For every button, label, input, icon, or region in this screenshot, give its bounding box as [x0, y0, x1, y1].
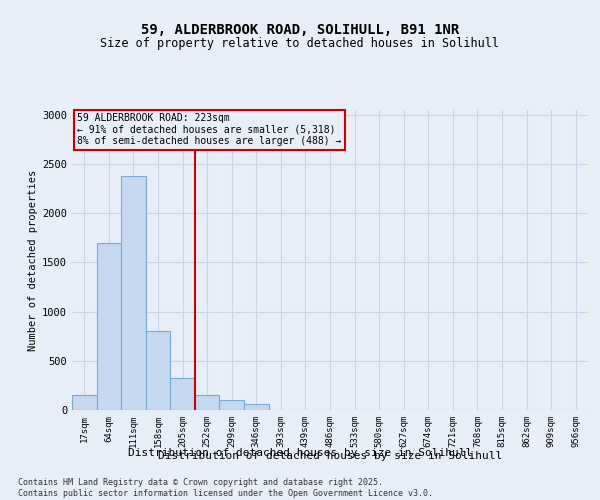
Text: Distribution of detached houses by size in Solihull: Distribution of detached houses by size … [128, 448, 472, 458]
Bar [97, 243, 121, 410]
Bar [220, 400, 244, 410]
Text: 59, ALDERBROOK ROAD, SOLIHULL, B91 1NR: 59, ALDERBROOK ROAD, SOLIHULL, B91 1NR [141, 22, 459, 36]
Bar [121, 176, 146, 410]
Text: Contains HM Land Registry data © Crown copyright and database right 2025.
Contai: Contains HM Land Registry data © Crown c… [18, 478, 433, 498]
Bar [72, 395, 97, 410]
Text: Size of property relative to detached houses in Solihull: Size of property relative to detached ho… [101, 38, 499, 51]
Bar [195, 395, 220, 410]
Bar [146, 332, 170, 410]
X-axis label: Distribution of detached houses by size in Solihull: Distribution of detached houses by size … [158, 452, 502, 462]
Bar [170, 378, 195, 410]
Y-axis label: Number of detached properties: Number of detached properties [28, 170, 38, 350]
Bar [244, 404, 269, 410]
Text: 59 ALDERBROOK ROAD: 223sqm
← 91% of detached houses are smaller (5,318)
8% of se: 59 ALDERBROOK ROAD: 223sqm ← 91% of deta… [77, 113, 341, 146]
